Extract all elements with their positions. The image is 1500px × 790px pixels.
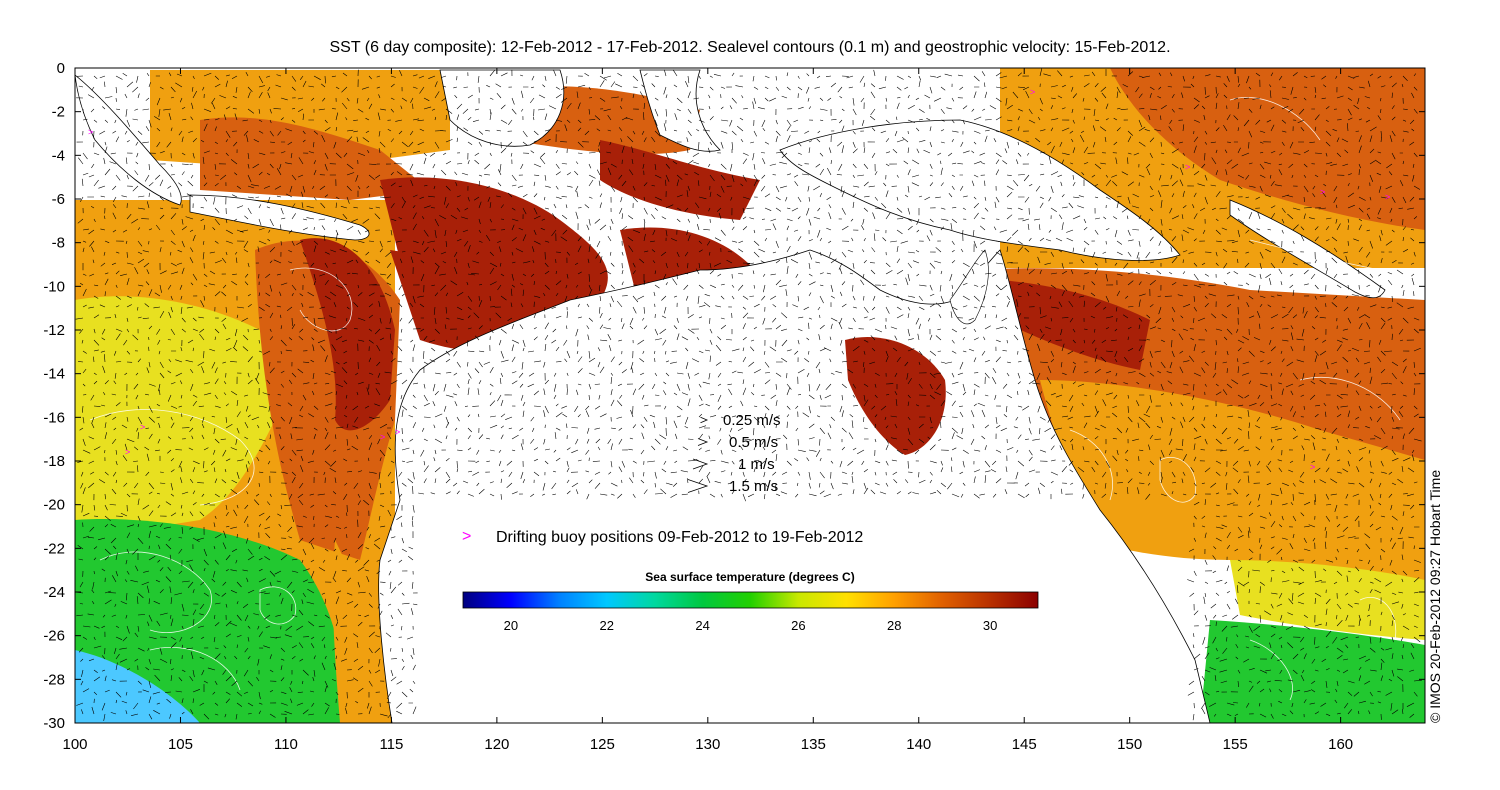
buoy-legend: > Drifting buoy positions 09-Feb-2012 to… [462,528,863,546]
y-tick-label: -10 [43,278,65,295]
y-tick-label: -22 [43,540,65,557]
sst-west-coast-warm [332,540,392,723]
sst-west-cold [75,650,200,723]
y-tick-label: -30 [43,715,65,732]
x-tick-label: 145 [1012,736,1037,753]
colorbar-tick-label: 26 [791,618,805,633]
x-tick-label: 105 [168,736,193,753]
velocity-arrow-field [75,68,1422,721]
buoy-marker: > [380,432,385,442]
velocity-legend-arrow [687,479,709,493]
y-tick-label: -12 [43,322,65,339]
buoy-marker: > [1030,87,1035,97]
sst-tasman-mild [1230,560,1425,640]
colorbar-tick-label: 24 [695,618,709,633]
buoy-marker: > [1385,192,1390,202]
y-tick-label: -8 [52,235,65,252]
colorbar-tick-label: 28 [887,618,901,633]
sst-west-mild [75,296,275,540]
x-axis: 100 105 110 115 120 125 130 135 140 145 150 155 160 [62,68,1353,753]
y-tick-label: -4 [52,147,65,164]
y-tick-label: -6 [52,191,65,208]
sumatra-landmass [75,74,182,206]
buoy-marker: > [1185,162,1190,172]
gulf-of-carpentaria [845,336,946,455]
sst-colorbar: Sea surface temperature (degrees C) 20 22… [462,570,1039,633]
velocity-legend-label: 1.5 m/s [729,478,778,495]
y-tick-label: -28 [43,671,65,688]
velocity-legend-label: 1 m/s [738,456,775,473]
sst-west-cool [75,519,343,723]
sst-flores-veryhot [600,140,760,220]
velocity-legend-label: 0.25 m/s [723,412,781,429]
velocity-legend-arrow [700,416,709,424]
cape-york [949,249,989,325]
colorbar-tick-label: 22 [600,618,614,633]
sst-north-hot [200,117,430,200]
y-tick-label: 0 [57,60,65,77]
colorbar-gradient [462,591,1039,609]
sst-coral-warm [1040,380,1425,600]
buoy-marker: > [88,127,93,137]
x-tick-label: 100 [62,736,87,753]
credit-text: © IMOS 20-Feb-2012 09:27 Hobart Time [1427,470,1443,723]
solomon-islands [1229,199,1386,299]
new-guinea-landmass [779,119,1181,261]
x-tick-label: 125 [590,736,615,753]
velocity-legend-label: 0.5 m/s [729,434,778,451]
y-tick-label: -18 [43,453,65,470]
sst-tasman-cool [1200,620,1425,723]
y-tick-label: -24 [43,584,65,601]
y-tick-label: -16 [43,409,65,426]
colorbar-tick-label: 30 [983,618,997,633]
velocity-legend: 0.25 m/s 0.5 m/s 1 m/s 1.5 m/s [687,412,781,495]
sst-west-region [75,200,400,723]
x-tick-label: 160 [1328,736,1353,753]
x-tick-label: 140 [906,736,931,753]
map-frame [74,67,1426,724]
map-area: > > > > > > > > > > [75,68,1425,723]
geostrophic-velocity-arrows [75,68,1422,721]
x-tick-label: 135 [801,736,826,753]
buoy-marker: > [1320,187,1325,197]
x-tick-label: 130 [695,736,720,753]
x-tick-label: 150 [1117,736,1142,753]
buoy-legend-label: Drifting buoy positions 09-Feb-2012 to 1… [496,529,863,546]
sst-pacific-hot [1110,68,1425,230]
sst-west-veryhot [300,238,395,431]
y-axis: 0 -2 -4 -6 -8 -10 -12 -14 -16 -18 -20 -22 -24 -26 -28 -… [43,60,1425,732]
x-tick-label: 120 [484,736,509,753]
buoy-marker: > [125,447,130,457]
sst-east-region [980,68,1425,723]
x-tick-label: 115 [379,736,403,753]
figure-title: SST (6 day composite): 12-Feb-2012 - 17-… [329,39,1170,56]
y-tick-label: -20 [43,497,65,514]
colorbar-title: Sea surface temperature (degrees C) [645,570,854,584]
velocity-legend-arrow [692,458,709,470]
velocity-legend-arrow [697,438,709,446]
x-tick-label: 155 [1223,736,1248,753]
buoy-legend-glyph: > [462,528,471,545]
buoy-marker: > [1310,462,1315,472]
sst-coral-veryhot [1000,280,1150,370]
colorbar-ticks: 20 22 24 26 28 30 [504,618,998,633]
x-tick-label: 110 [274,736,298,753]
drifting-buoy-markers: > > > > > > > > > > [88,87,1390,472]
y-tick-label: -14 [43,366,65,383]
y-tick-label: -2 [52,104,65,121]
colorbar-tick-label: 20 [504,618,518,633]
y-tick-label: -26 [43,628,65,645]
buoy-marker: > [140,422,145,432]
sealevel-contours [89,97,1401,701]
buoy-marker: > [395,427,400,437]
